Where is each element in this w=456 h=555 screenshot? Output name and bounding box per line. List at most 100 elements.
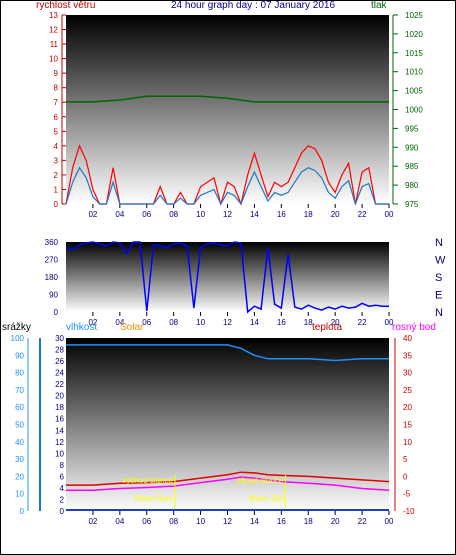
humidity-y-tick-label: 20 bbox=[15, 472, 24, 481]
solar-title: Solar bbox=[120, 322, 144, 333]
rain-y-tick-label: 24 bbox=[55, 369, 64, 378]
dewpoint-title: rosný bod bbox=[392, 322, 436, 333]
wind-y-tick-label: 1 bbox=[54, 185, 59, 194]
compass-label: E bbox=[435, 290, 442, 302]
temperature-line bbox=[66, 471, 390, 486]
rain-title: srážky bbox=[2, 322, 31, 333]
dewpoint-line bbox=[66, 476, 390, 491]
pressure-y-tick-label: 1000 bbox=[405, 106, 423, 115]
temperature-y-tick-label: 20 bbox=[403, 403, 412, 412]
direction-x-tick-label: 10 bbox=[196, 318, 205, 327]
climate-x-tick-label: 06 bbox=[142, 517, 151, 526]
wind-y-tick-label: 12 bbox=[49, 26, 58, 35]
pressure-y-tick-label: 975 bbox=[405, 200, 419, 209]
direction-x-tick-label: 02 bbox=[88, 318, 97, 327]
rain-y-tick-label: 4 bbox=[60, 484, 65, 493]
wind-y-tick-label: 5 bbox=[54, 127, 59, 136]
direction-y-tick-label: 180 bbox=[45, 273, 59, 282]
direction-x-tick-label: 00 bbox=[385, 318, 394, 327]
direction-y-tick-label: 0 bbox=[54, 308, 59, 317]
pressure-y-tick-label: 1020 bbox=[405, 30, 423, 39]
temperature-y-tick-label: 40 bbox=[403, 334, 412, 343]
rain-y-tick-label: 22 bbox=[55, 380, 64, 389]
humidity-y-tick-label: 0 bbox=[20, 507, 25, 516]
pressure-y-tick-label: 980 bbox=[405, 181, 419, 190]
climate-x-tick-label: 00 bbox=[385, 517, 394, 526]
rain-y-tick-label: 18 bbox=[55, 403, 64, 412]
direction-y-tick-label: 90 bbox=[49, 291, 58, 300]
humidity-y-tick-label: 30 bbox=[15, 455, 24, 464]
compass-label: S bbox=[435, 272, 442, 284]
climate-x-tick-label: 14 bbox=[250, 517, 259, 526]
moonrise-marker-label: Moon Rise bbox=[135, 494, 174, 503]
moonset-marker-label: Moon Set bbox=[249, 494, 284, 503]
wind-y-tick-label: 11 bbox=[50, 40, 59, 49]
wind-y-tick-label: 0 bbox=[54, 200, 59, 209]
temperature-y-tick-label: -10 bbox=[403, 507, 415, 516]
humidity-y-tick-label: 40 bbox=[15, 438, 24, 447]
wind-y-tick-label: 6 bbox=[54, 113, 59, 122]
climate-x-tick-label: 20 bbox=[331, 517, 340, 526]
direction-x-tick-label: 16 bbox=[277, 318, 286, 327]
temperature-y-tick-label: 10 bbox=[403, 438, 412, 447]
temperature-title: teplota bbox=[312, 322, 343, 333]
pressure-title: tlak bbox=[371, 0, 387, 11]
humidity-title: vlhkost bbox=[66, 322, 98, 333]
rain-y-tick-label: 26 bbox=[55, 357, 64, 366]
wind-speed-title: rychlost větru bbox=[36, 0, 96, 11]
humidity-y-tick-label: 10 bbox=[15, 490, 24, 499]
wind-x-tick-label: 06 bbox=[142, 210, 151, 219]
climate-x-tick-label: 18 bbox=[304, 517, 313, 526]
rain-y-tick-label: 16 bbox=[55, 415, 64, 424]
wind-y-tick-label: 13 bbox=[49, 11, 58, 20]
humidity-y-tick-label: 70 bbox=[15, 386, 24, 395]
wind-x-tick-label: 18 bbox=[304, 210, 313, 219]
pressure-y-tick-label: 1005 bbox=[405, 87, 423, 96]
rain-y-tick-label: 6 bbox=[60, 472, 65, 481]
wind-y-tick-label: 2 bbox=[54, 171, 59, 180]
compass-label: N bbox=[435, 237, 443, 249]
pressure-y-tick-label: 990 bbox=[405, 143, 419, 152]
pressure-y-tick-label: 995 bbox=[405, 124, 419, 133]
temperature-y-tick-label: -5 bbox=[403, 490, 411, 499]
temperature-y-tick-label: 15 bbox=[403, 421, 412, 430]
rain-y-tick-label: 2 bbox=[60, 495, 65, 504]
wind-y-tick-label: 9 bbox=[54, 69, 59, 78]
compass-label: W bbox=[435, 255, 446, 267]
wind-x-tick-label: 08 bbox=[169, 210, 178, 219]
wind-y-tick-label: 4 bbox=[54, 142, 59, 151]
wind-x-tick-label: 16 bbox=[277, 210, 286, 219]
direction-y-tick-label: 270 bbox=[45, 256, 59, 265]
rain-y-tick-label: 20 bbox=[55, 392, 64, 401]
wind-x-tick-label: 00 bbox=[385, 210, 394, 219]
humidity-y-tick-label: 90 bbox=[15, 351, 24, 360]
wind-x-tick-label: 02 bbox=[88, 210, 97, 219]
wind-x-tick-label: 04 bbox=[115, 210, 124, 219]
wind-x-tick-label: 12 bbox=[223, 210, 232, 219]
wind-x-tick-label: 20 bbox=[331, 210, 340, 219]
compass-label: N bbox=[435, 307, 443, 319]
pressure-line bbox=[66, 95, 389, 103]
rain-y-tick-label: 14 bbox=[55, 426, 64, 435]
temperature-y-tick-label: 0 bbox=[403, 472, 408, 481]
wind-x-tick-label: 14 bbox=[250, 210, 259, 219]
temperature-y-tick-label: 35 bbox=[403, 351, 412, 360]
sunset-marker-label: západ slunce bbox=[236, 476, 284, 485]
wind-y-tick-label: 3 bbox=[54, 156, 59, 165]
direction-plot-area bbox=[66, 242, 389, 312]
rain-y-tick-label: 10 bbox=[55, 449, 64, 458]
direction-x-tick-label: 14 bbox=[250, 318, 259, 327]
direction-x-tick-label: 06 bbox=[142, 318, 151, 327]
temperature-y-tick-label: 25 bbox=[403, 386, 412, 395]
direction-x-tick-label: 22 bbox=[358, 318, 367, 327]
climate-x-tick-label: 12 bbox=[223, 517, 232, 526]
wind-plot-area bbox=[66, 15, 389, 204]
rain-y-tick-label: 0 bbox=[60, 507, 65, 516]
direction-x-tick-label: 04 bbox=[115, 318, 124, 327]
pressure-y-tick-label: 985 bbox=[405, 162, 419, 171]
direction-x-tick-label: 12 bbox=[223, 318, 232, 327]
direction-x-tick-label: 08 bbox=[169, 318, 178, 327]
wind-direction-line bbox=[65, 241, 389, 314]
humidity-y-tick-label: 50 bbox=[15, 421, 24, 430]
